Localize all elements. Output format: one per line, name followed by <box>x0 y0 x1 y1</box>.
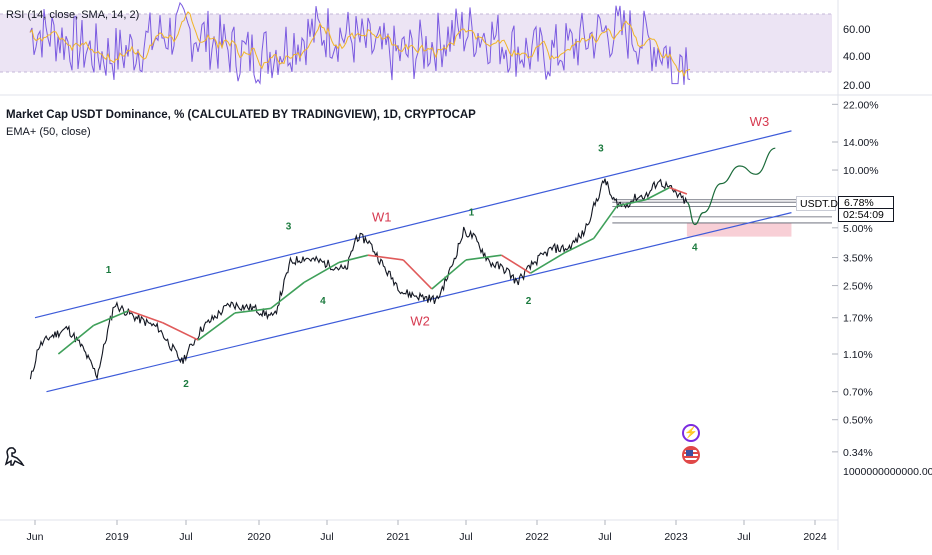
wave-label-10: W3 <box>750 114 770 129</box>
ema-segment-16 <box>593 205 618 239</box>
lightning-icon[interactable]: ⚡ <box>682 424 700 442</box>
channel-lower-line <box>46 212 792 393</box>
x-tick-label-5: 2021 <box>386 531 410 543</box>
ema-segment-13 <box>501 254 531 274</box>
y-tick-label-3: 5.00% <box>843 223 873 235</box>
ema-segment-10 <box>402 259 433 290</box>
ema-segment-0 <box>57 324 95 355</box>
axes: 22.00% 14.00% 10.00% 5.00% 3.50% 2.50% 1.70% 1.… <box>27 99 879 543</box>
wave-label-7: 2 <box>526 296 532 307</box>
wave-label-5: W2 <box>410 313 430 328</box>
rsi-label: RSI (14, close, SMA, 14, 2) <box>6 9 140 21</box>
x-tick-label-11: 2024 <box>803 531 827 543</box>
ema-segment-6 <box>270 281 305 310</box>
wave-label-6: 1 <box>469 207 475 218</box>
wave-label-2: 3 <box>286 221 292 232</box>
us-flag-icon[interactable] <box>682 446 700 464</box>
rsi-tick-40: 40.00 <box>843 51 871 63</box>
symbol-tag: USDT.D <box>796 196 838 211</box>
projection-path <box>686 147 776 226</box>
rsi-panel <box>0 1 832 85</box>
y-tick-label-0: 22.00% <box>843 99 879 111</box>
rsi-tick-60: 60.00 <box>843 24 871 36</box>
ema-segment-14 <box>530 252 565 274</box>
x-tick-label-9: 2023 <box>664 531 688 543</box>
x-tick-label-2: Jul <box>179 531 192 543</box>
y-tick-label-10: 0.34% <box>843 447 873 459</box>
y-tick-label-6: 1.70% <box>843 313 873 325</box>
ema-segment-11 <box>431 259 467 290</box>
y-tick-label-9: 0.50% <box>843 415 873 427</box>
ema-segment-9 <box>367 254 404 261</box>
x-tick-label-6: Jul <box>459 531 472 543</box>
channel-upper-line <box>34 130 792 319</box>
wave-label-8: 3 <box>598 143 604 154</box>
wave-label-4: W1 <box>372 209 392 224</box>
rsi-sma-line <box>29 11 691 78</box>
ema-segment-3 <box>162 322 199 341</box>
ema-segment-12 <box>465 254 502 261</box>
dinosaur-icon <box>4 447 25 466</box>
ema-segment-2 <box>128 309 164 324</box>
wave-label-3: 4 <box>320 296 326 307</box>
rsi-line <box>29 1 691 85</box>
ema-segment-8 <box>338 254 369 264</box>
ema-segment-18 <box>645 186 670 201</box>
ema-segment-15 <box>564 237 595 254</box>
ema-segment-17 <box>616 198 647 207</box>
bottom-scale-value: 1000000000000.00% <box>843 466 932 478</box>
y-tick-label-7: 1.10% <box>843 349 873 361</box>
wave-label-0: 1 <box>106 265 112 276</box>
x-tick-label-1: 2019 <box>105 531 129 543</box>
target-zone <box>686 222 792 237</box>
y-tick-label-1: 14.00% <box>843 137 879 149</box>
countdown-label: 02:54:09 <box>838 209 894 222</box>
x-tick-label-8: Jul <box>598 531 611 543</box>
ema-segment-4 <box>197 312 236 341</box>
wave-label-9: 4 <box>692 243 698 254</box>
x-tick-label-10: Jul <box>737 531 750 543</box>
last-price-label: 6.78% <box>838 196 894 209</box>
main-plot: 1 2 3 4 W1 W2 1 2 3 4 W3 <box>29 114 832 393</box>
ema-legend: EMA+ (50, close) <box>6 126 91 138</box>
ema-segment-1 <box>93 309 130 327</box>
ema-segment-5 <box>234 307 271 314</box>
y-tick-label-8: 0.70% <box>843 387 873 399</box>
x-tick-label-3: 2020 <box>247 531 271 543</box>
x-tick-label-4: Jul <box>320 531 333 543</box>
x-tick-label-7: 2022 <box>525 531 549 543</box>
chart-title: Market Cap USDT Dominance, % (CALCULATED… <box>6 109 476 121</box>
wave-label-1: 2 <box>183 379 189 390</box>
ema-segment-7 <box>303 261 340 284</box>
price-series-line <box>29 178 688 381</box>
x-tick-label-0: Jun <box>27 531 44 543</box>
y-tick-label-4: 3.50% <box>843 253 873 265</box>
rsi-tick-20: 20.00 <box>843 80 871 92</box>
y-tick-label-5: 2.50% <box>843 281 873 293</box>
y-tick-label-2: 10.00% <box>843 165 879 177</box>
ema-segment-19 <box>669 186 688 195</box>
